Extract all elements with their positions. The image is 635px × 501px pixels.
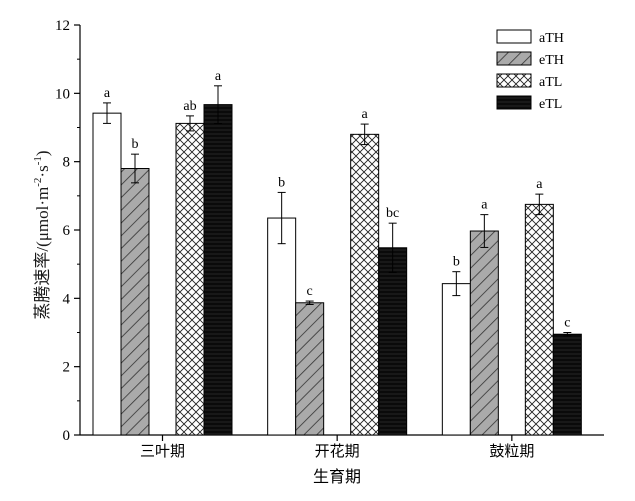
significance-label: b xyxy=(132,137,139,152)
significance-label: a xyxy=(215,69,222,84)
significance-label: ab xyxy=(183,99,196,114)
y-tick-label: 6 xyxy=(63,223,71,239)
significance-label: b xyxy=(453,255,460,270)
bar-aTL-3 xyxy=(524,203,554,436)
significance-label: a xyxy=(481,198,488,213)
bar-aTH-3 xyxy=(441,283,471,436)
y-tick-label: 10 xyxy=(55,86,70,102)
y-tick-label: 8 xyxy=(63,155,71,171)
bar-aTH-2 xyxy=(267,217,297,436)
x-tick-label: 鼓粒期 xyxy=(489,443,534,460)
significance-label: b xyxy=(278,175,285,190)
legend-label-aTL: aTL xyxy=(539,75,562,90)
plot-area: 024681012三叶期ababa开花期bcabc鼓粒期baacaTHeTHaT… xyxy=(55,18,604,460)
legend-label-eTL: eTL xyxy=(539,97,562,112)
significance-label: a xyxy=(536,177,543,192)
legend-swatch-aTL xyxy=(496,73,532,88)
legend-label-eTH: eTH xyxy=(539,53,564,68)
significance-label: c xyxy=(564,316,570,331)
legend-swatch-eTH xyxy=(496,51,532,66)
x-tick-label: 开花期 xyxy=(315,443,360,460)
x-tick-label: 三叶期 xyxy=(140,443,185,460)
bar-eTL-1 xyxy=(203,104,233,436)
y-tick-label: 12 xyxy=(55,18,70,34)
bar-eTH-1 xyxy=(120,168,150,436)
significance-label: bc xyxy=(386,206,399,221)
y-tick-label: 4 xyxy=(63,291,71,307)
bar-eTH-2 xyxy=(295,302,325,436)
bar-eTL-3 xyxy=(552,333,582,436)
bar-aTH-1 xyxy=(92,112,122,436)
legend-label-aTH: aTH xyxy=(539,31,564,46)
y-axis-title: 蒸腾速率/(μmol·m-2·s-1) xyxy=(32,150,52,319)
significance-label: c xyxy=(307,284,313,299)
bar-aTL-2 xyxy=(350,133,380,436)
bar-aTL-1 xyxy=(175,122,205,436)
x-axis-title: 生育期 xyxy=(313,468,361,486)
bar-eTL-2 xyxy=(378,247,408,436)
legend-swatch-aTH xyxy=(496,29,532,44)
significance-label: a xyxy=(104,86,111,101)
significance-label: a xyxy=(362,107,369,122)
bar-eTH-3 xyxy=(469,230,499,436)
y-tick-label: 2 xyxy=(63,360,71,376)
y-tick-label: 0 xyxy=(63,428,71,444)
legend-swatch-eTL xyxy=(496,95,532,110)
